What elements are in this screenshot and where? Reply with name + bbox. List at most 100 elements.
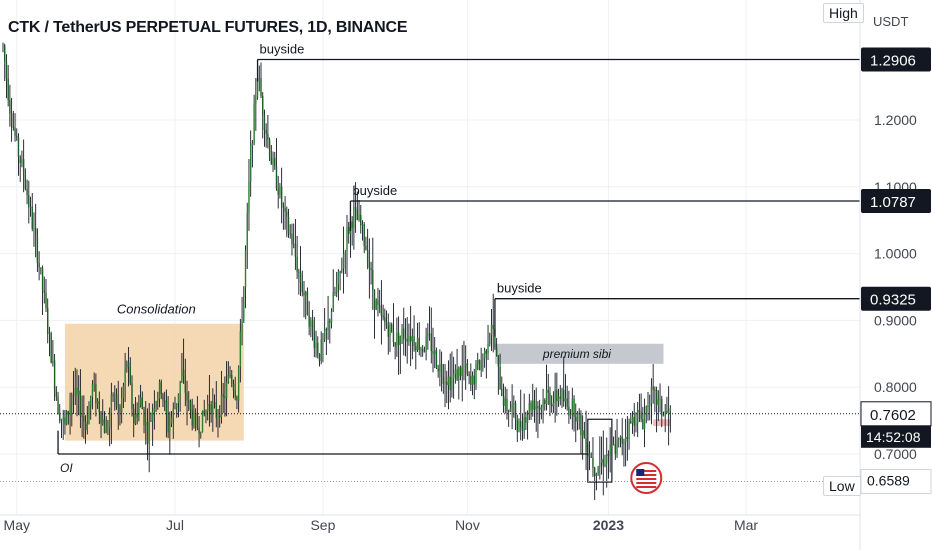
candle-body [401,328,403,337]
candle-body [108,414,111,429]
candle-body [5,61,8,79]
high-badge[interactable]: High [823,3,864,23]
candle-body [270,157,273,165]
candle-body [411,336,414,342]
current-price-label: 0.7602 [870,407,916,424]
candle-body [525,417,527,423]
candle-body [95,384,97,404]
candle-body [640,411,642,420]
candle-body [650,386,653,404]
candle-body [255,97,257,104]
candle-body [105,429,107,433]
candle-body [277,188,279,195]
candle-body [206,404,209,412]
candle-body [60,418,63,421]
candle-body [313,331,316,348]
candle-body [325,329,328,331]
candle-body [530,402,532,411]
candle-body [490,324,493,335]
candle-body [43,289,45,293]
candle-body [514,403,517,421]
candle-body [155,402,157,408]
candle-body [249,145,252,182]
candle-body [335,283,338,293]
candle-body [421,348,424,352]
candle-body [198,427,200,434]
candle-body [396,332,398,347]
candle-body [533,400,536,410]
candle-body [638,409,641,412]
candle-body [188,400,190,402]
candle-body [282,205,285,208]
candle-body [504,398,506,406]
candle-body [399,336,402,346]
candle-body [244,250,247,288]
candle-body [583,430,586,439]
candle-body [361,224,364,226]
candle-body [165,400,168,414]
candle-body [107,428,109,430]
candle-body [291,233,293,245]
candle-body [119,406,121,413]
candle-body [322,339,324,341]
candle-body [492,324,494,329]
candle-body [669,408,672,411]
candle-body [194,412,197,419]
candle-body [566,398,568,407]
candle-body [133,408,135,424]
candle-body [373,290,376,310]
candle-body [239,331,242,367]
x-tick-label: May [4,517,30,533]
price-label-bg [861,47,931,72]
candle-body [308,315,310,327]
buyside-label: buyside [497,281,542,296]
current-price-box [860,401,932,427]
candle-body [612,444,615,446]
candle-body [114,394,116,396]
candle-body [236,396,238,401]
candle-body [485,350,488,354]
candle-body [542,400,544,407]
candle-body [483,350,486,359]
candle-body [420,348,422,351]
candle-body [157,398,159,403]
candle-body [224,396,226,398]
candle-body [220,394,223,418]
candle-body [83,416,85,422]
low-badge[interactable]: Low [823,476,861,496]
candle-body [143,409,145,426]
candle-body [303,291,305,296]
candle-body [392,331,395,343]
premium-sibi-zone [494,343,664,364]
candle-body [14,127,16,136]
candle-body [186,392,188,401]
candle-body [71,395,73,405]
candle-body [45,292,47,308]
candle-body [38,263,40,268]
candle-body [621,436,623,444]
candle-body [172,408,174,418]
premium-sibi-label: premium sibi [542,347,611,361]
candle-body [138,405,140,418]
chart-title: CTK / TetherUS PERPETUAL FUTURES, 1D, BI… [8,19,408,36]
candle-body [145,422,147,426]
x-tick-label: Nov [455,517,480,533]
candle-body [575,416,577,422]
candle-body [26,188,28,196]
candle-body [189,401,192,410]
candle-body [626,437,629,439]
candle-body [47,307,49,335]
candle-body [659,398,661,400]
candle-body [588,453,591,457]
candle-body [246,212,248,251]
candle-body [477,359,479,364]
candle-body [526,415,529,423]
candle-body [550,404,553,407]
candle-body [219,415,221,418]
candle-body [452,374,455,378]
candle-body [201,410,204,433]
candle-body [580,413,582,436]
candle-body [535,405,537,410]
candle-body [208,404,211,406]
